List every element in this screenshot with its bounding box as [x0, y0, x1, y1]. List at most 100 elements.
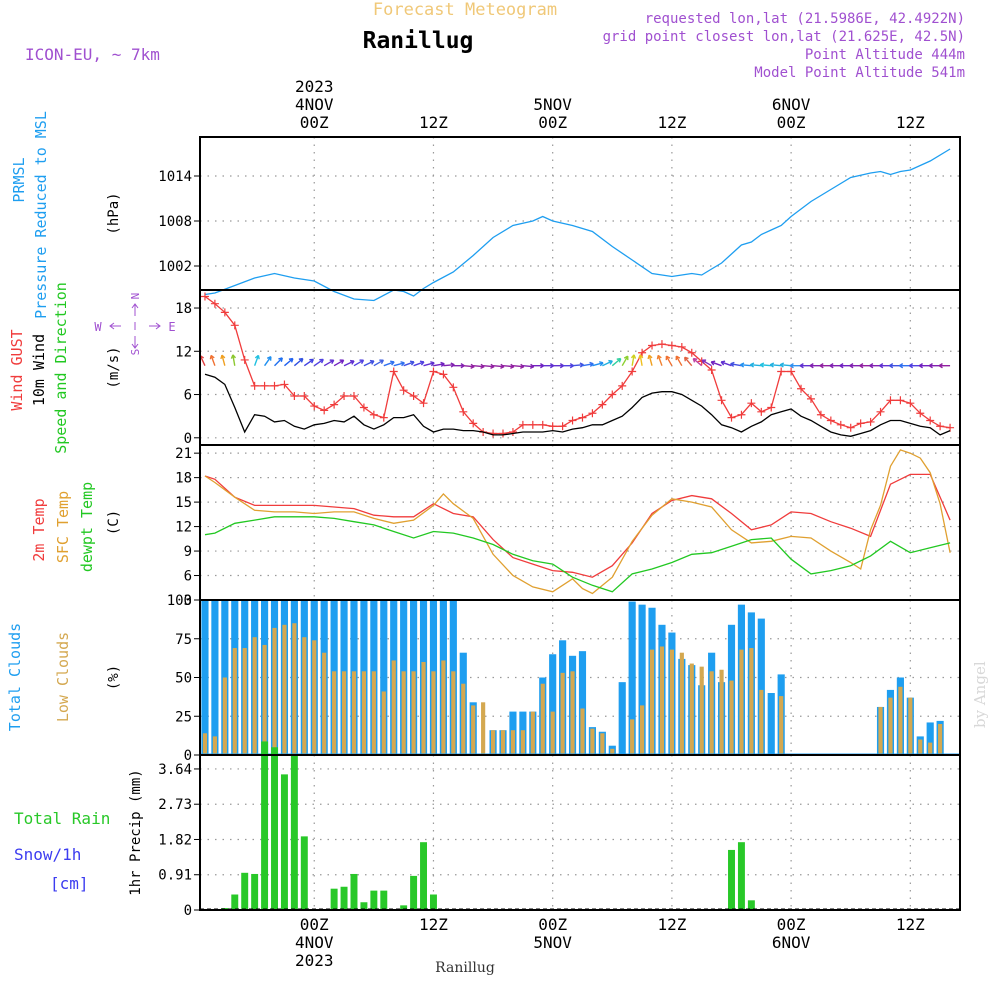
- wind-arrow-shaft: [221, 354, 226, 366]
- wind-arrow-shaft: [383, 361, 395, 367]
- wind-arrow: [908, 363, 921, 369]
- bar: [451, 671, 456, 755]
- bar: [699, 666, 704, 755]
- gust-marker: [210, 299, 219, 308]
- bar: [481, 702, 486, 755]
- wind-arrow-head: [278, 357, 283, 362]
- bar: [490, 730, 496, 755]
- panel-precip: 0 0.91 1.82 2.73 3.64 1hr Precip (mm): [128, 741, 961, 919]
- bar: [400, 905, 408, 910]
- wind-arrow: [253, 354, 260, 366]
- snow-unit-label: [cm]: [50, 874, 89, 893]
- gust-marker: [409, 391, 418, 400]
- wind-arrow: [759, 362, 772, 368]
- wind-arrow: [692, 357, 703, 367]
- bar: [618, 682, 626, 755]
- wind-arrow: [562, 363, 574, 369]
- wind-arrow: [779, 362, 792, 368]
- wind-arrow-shaft: [443, 364, 455, 367]
- wind-arrow-shaft: [433, 363, 445, 367]
- time-tick-label: 12Z: [657, 915, 686, 934]
- bar: [640, 705, 645, 755]
- wind-arrow: [473, 363, 485, 370]
- gust-marker: [379, 413, 388, 422]
- model-label: ICON-EU, ~ 7km: [25, 45, 160, 64]
- wind-arrow: [303, 358, 314, 367]
- time-tick-label: 00Z: [300, 113, 329, 132]
- wind-arrow-head: [589, 361, 594, 367]
- wind-arrow-head: [879, 363, 884, 369]
- wind-arrow-head: [309, 358, 314, 364]
- wind-arrow-head: [859, 363, 864, 369]
- wind-arrow: [502, 363, 515, 370]
- bar: [510, 730, 516, 755]
- series-line: [204, 295, 951, 435]
- gust-marker: [866, 417, 875, 426]
- compass-arrows: [109, 303, 161, 349]
- bar: [370, 890, 378, 910]
- compass-w: W: [94, 320, 102, 334]
- y-axis-label: (hPa): [106, 192, 122, 234]
- wind-arrow-shaft: [730, 363, 742, 367]
- bar: [212, 736, 217, 755]
- panel-pressure: 1002 1008 1014 (hPa): [106, 136, 961, 302]
- gust-marker: [628, 367, 637, 376]
- gust-marker: [518, 420, 527, 429]
- gust-marker: [618, 381, 627, 390]
- wind-arrow-head: [889, 363, 894, 369]
- bar: [231, 894, 239, 910]
- wind-arrow-shaft: [602, 360, 613, 367]
- wind-arrow: [656, 354, 663, 366]
- gust-marker: [588, 409, 597, 418]
- wind-arrow-shaft: [363, 360, 375, 367]
- wind-arrow-shaft: [493, 365, 505, 368]
- time-tick-label: 00Z: [777, 915, 806, 934]
- bar: [232, 648, 237, 755]
- compass-s: S: [129, 349, 142, 356]
- wind-arrow: [220, 354, 226, 366]
- wind-arrow: [647, 354, 653, 366]
- wind-arrow: [383, 360, 395, 367]
- bar: [669, 649, 674, 755]
- info-line-4: Model Point Altitude 541m: [754, 65, 965, 81]
- wind-arrow-shaft: [657, 355, 663, 366]
- bar: [759, 689, 764, 755]
- wind-arrow: [542, 363, 555, 369]
- date-label: 4NOV: [295, 95, 334, 114]
- ytick-label: 3.64: [158, 762, 192, 778]
- wind-arrow-shaft: [720, 361, 732, 367]
- ytick-label: 100: [167, 593, 192, 609]
- wind-arrow-shaft: [199, 355, 206, 366]
- sfc-temp-label: SFC Temp: [54, 491, 72, 563]
- wind-arrow-head: [749, 362, 755, 368]
- wind-arrow-shaft: [313, 358, 324, 367]
- wind-arrow: [592, 361, 604, 367]
- gust-marker: [359, 403, 368, 412]
- y-axis-label: 1hr Precip (mm): [128, 769, 144, 895]
- ytick-label: 12: [175, 344, 192, 360]
- gust-marker: [340, 391, 349, 400]
- bar: [461, 683, 466, 755]
- wind-arrow-head: [809, 363, 814, 369]
- wind-arrow: [638, 354, 644, 366]
- gust-marker: [657, 340, 666, 349]
- bar: [322, 652, 327, 755]
- wind-arrow: [701, 359, 712, 367]
- wind-arrow-shaft: [701, 359, 712, 367]
- compass-n: N: [129, 293, 142, 300]
- wind-arrow: [463, 363, 475, 370]
- bar: [282, 624, 287, 755]
- bar: [361, 671, 367, 755]
- bar: [739, 649, 744, 755]
- ytick-label: 21: [175, 446, 192, 462]
- wind-arrow: [720, 360, 732, 367]
- wind-arrow-head: [608, 359, 613, 365]
- gust-marker: [777, 367, 786, 376]
- bar: [222, 677, 227, 755]
- wind-arrow: [230, 354, 237, 366]
- year-label: 2023: [295, 77, 334, 96]
- wind-arrow-shaft: [264, 356, 272, 367]
- ytick-label: 3: [184, 593, 192, 609]
- gust-marker: [856, 419, 865, 428]
- wind-arrow: [433, 361, 445, 367]
